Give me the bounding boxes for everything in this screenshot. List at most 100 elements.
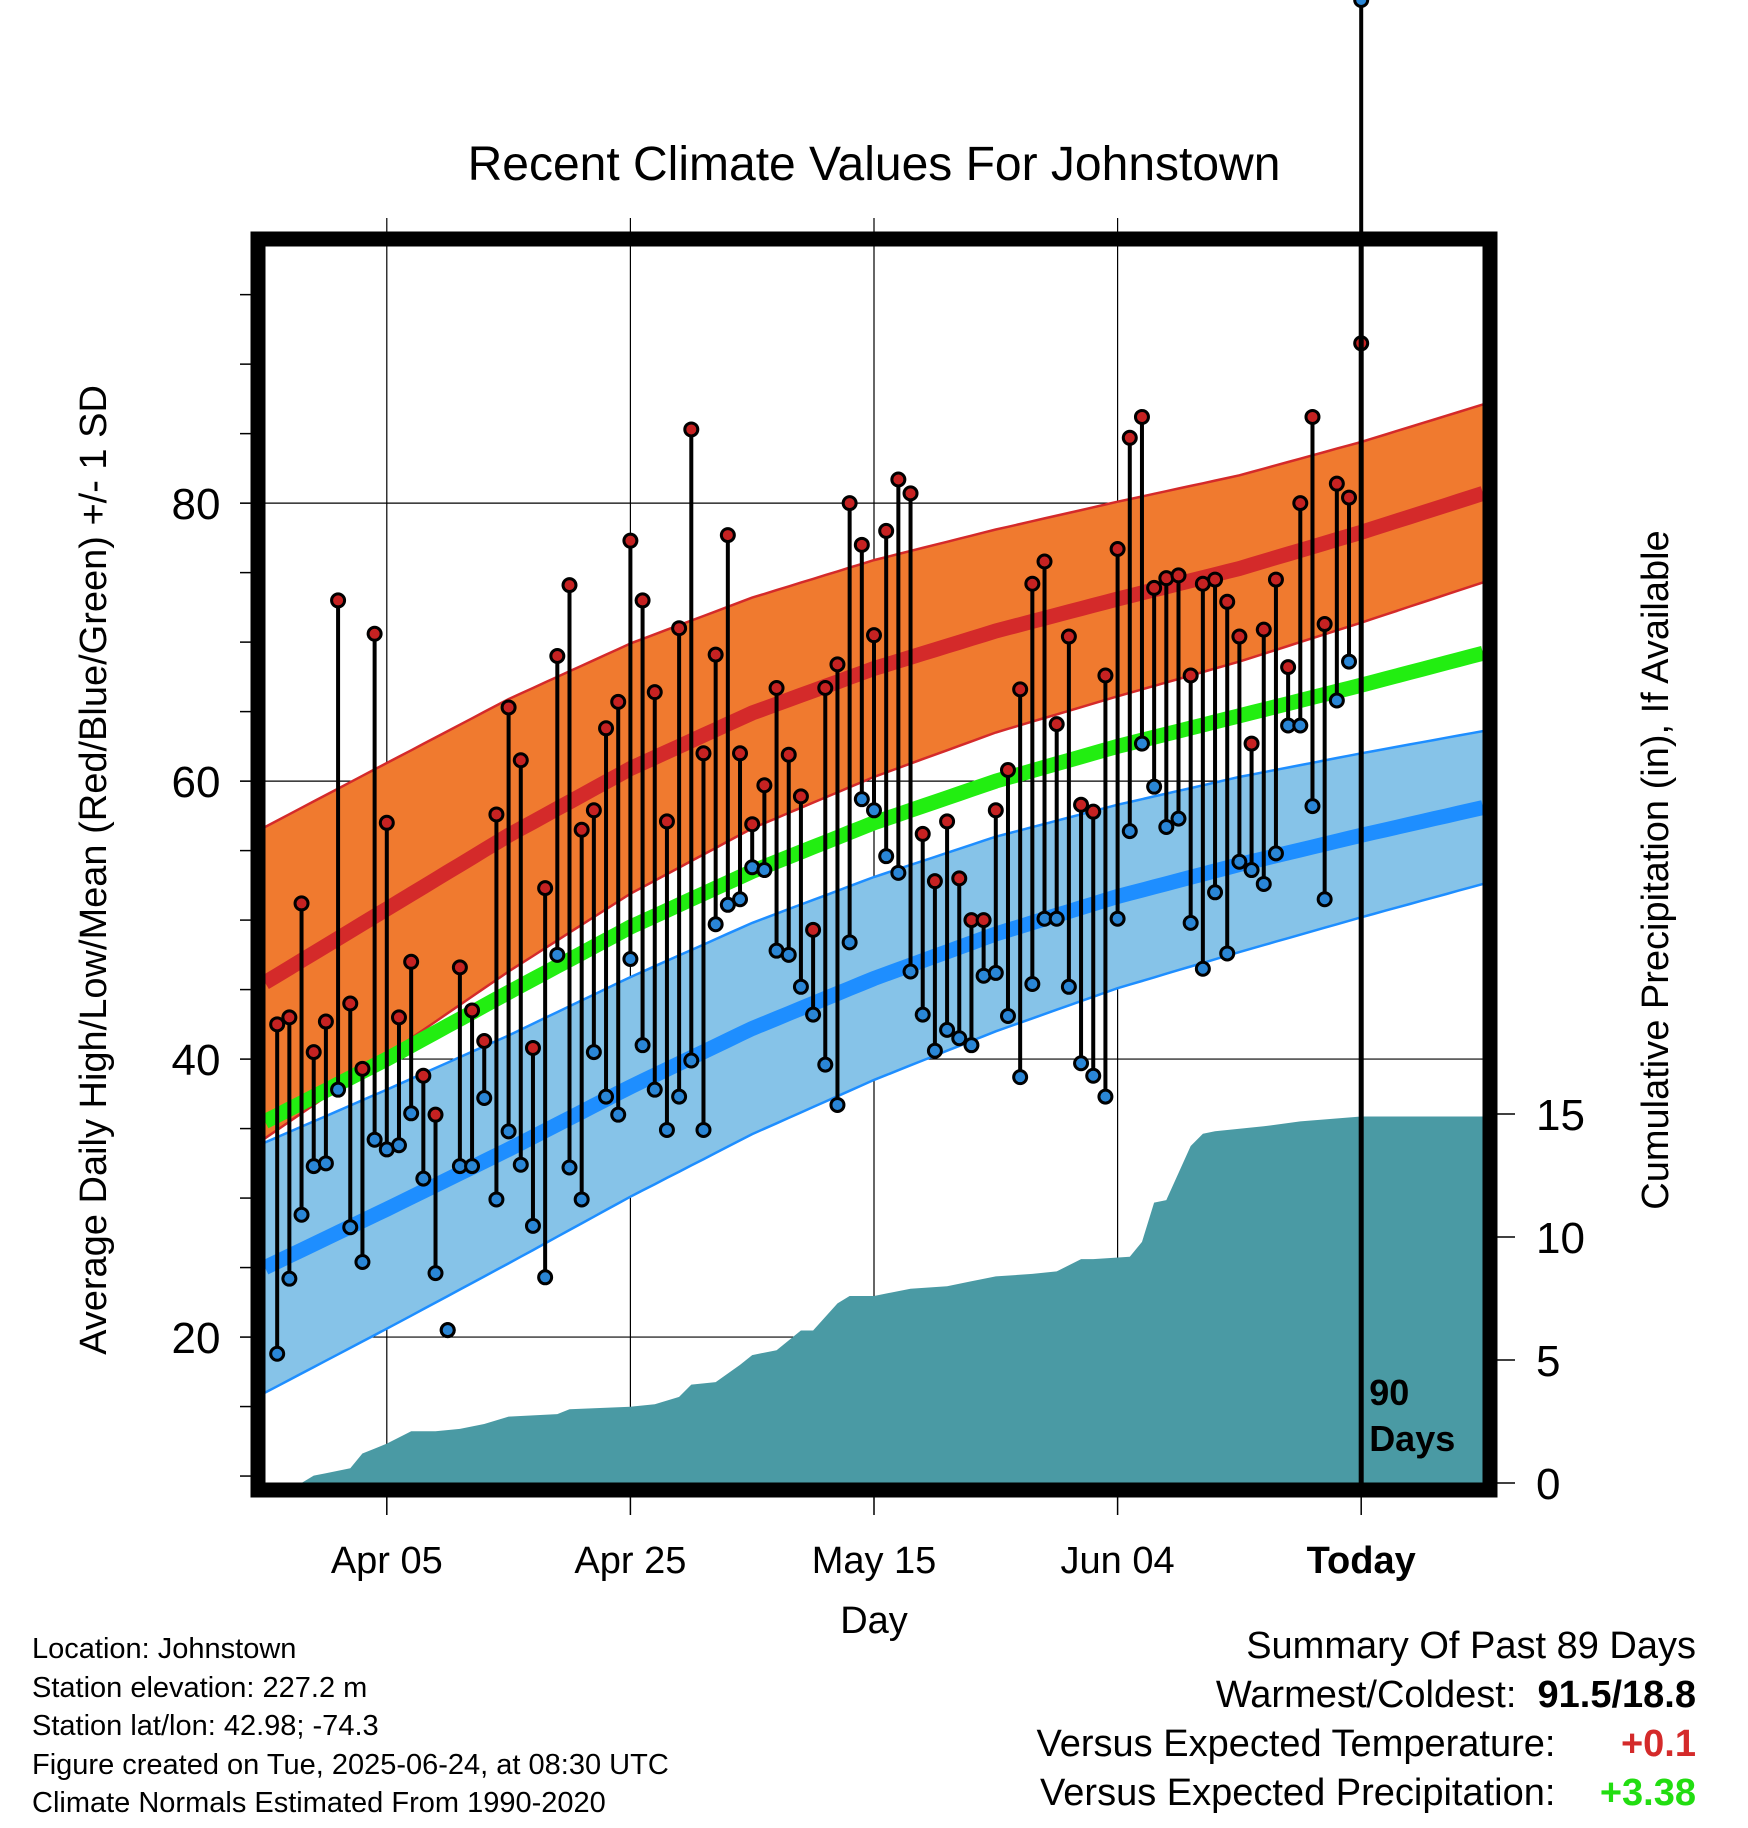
- daily-high-point: [768, 679, 785, 696]
- daily-low-point: [853, 791, 870, 808]
- daily-low-point: [610, 1106, 627, 1123]
- daily-high-point: [305, 1044, 322, 1061]
- daily-high-point: [427, 1106, 444, 1123]
- daily-high-point: [366, 625, 383, 642]
- daily-low-point: [1353, 0, 1370, 8]
- daily-high-point: [1133, 408, 1150, 425]
- daily-low-point: [476, 1090, 493, 1107]
- daily-low-point: [671, 1088, 688, 1105]
- temp-anomaly-row: Versus Expected Temperature: +0.1: [1037, 1720, 1696, 1769]
- daily-low-point: [683, 1052, 700, 1069]
- location-text: Location: Johnstown: [32, 1633, 297, 1665]
- daily-low-point: [342, 1219, 359, 1236]
- y-tick-label-left: 80: [172, 480, 221, 529]
- daily-low-point: [939, 1021, 956, 1038]
- daily-low-point: [1012, 1069, 1029, 1086]
- daily-low-point: [914, 1006, 931, 1023]
- daily-low-point: [658, 1121, 675, 1138]
- warm-cold-label: Warmest/Coldest:: [1215, 1674, 1517, 1716]
- daily-high-point: [1048, 716, 1065, 733]
- daily-high-point: [658, 813, 675, 830]
- daily-high-point: [805, 921, 822, 938]
- y-tick-label-right: 15: [1536, 1091, 1585, 1140]
- daily-low-point: [732, 891, 749, 908]
- daily-high-point: [1328, 475, 1345, 492]
- precip-anomaly-row: Versus Expected Precipitation: +3.38: [1037, 1769, 1696, 1818]
- daily-low-point: [1024, 976, 1041, 993]
- daily-low-point: [987, 964, 1004, 981]
- low-sd-band: [265, 731, 1483, 1393]
- daily-high-point: [890, 471, 907, 488]
- daily-high-point: [878, 522, 895, 539]
- summary-title: Summary Of Past 89 Days: [1246, 1625, 1696, 1667]
- daily-low-point: [1060, 978, 1077, 995]
- daily-low-point: [1255, 875, 1272, 892]
- daily-high-point: [585, 802, 602, 819]
- y-tick-label-left: 60: [172, 758, 221, 807]
- daily-low-point: [707, 916, 724, 933]
- daily-high-point: [1231, 628, 1248, 645]
- summary-panel: Summary Of Past 89 Days Warmest/Coldest:…: [1037, 1622, 1696, 1818]
- daily-low-point: [524, 1217, 541, 1234]
- station-info: Location: Johnstown Station elevation: 2…: [32, 1630, 669, 1823]
- daily-high-point: [281, 1009, 298, 1026]
- x-tick-label: May 15: [812, 1540, 937, 1582]
- latlon-text: Station lat/lon: 42.98; -74.3: [32, 1710, 379, 1742]
- daily-low-point: [561, 1159, 578, 1176]
- daily-low-point: [1243, 862, 1260, 879]
- daily-high-point: [317, 1013, 334, 1030]
- daily-low-point: [1048, 910, 1065, 927]
- daily-low-point: [622, 951, 639, 968]
- daily-high-point: [561, 577, 578, 594]
- daily-low-point: [756, 862, 773, 879]
- daily-low-point: [488, 1191, 505, 1208]
- daily-low-point: [293, 1206, 310, 1223]
- low-sd-lower-edge: [265, 882, 1483, 1394]
- daily-low-point: [500, 1123, 517, 1140]
- daily-low-point: [1316, 891, 1333, 908]
- precipitation-area: [265, 1116, 1483, 1483]
- daily-high-point: [293, 895, 310, 912]
- daily-low-point: [330, 1081, 347, 1098]
- daily-low-point: [403, 1105, 420, 1122]
- daily-low-point: [1085, 1067, 1102, 1084]
- daily-low-point: [1207, 884, 1224, 901]
- temp-anomaly-label: Versus Expected Temperature:: [1036, 1723, 1556, 1765]
- daily-high-point: [403, 953, 420, 970]
- y-tick-label-right: 0: [1536, 1460, 1560, 1509]
- daily-low-point: [926, 1042, 943, 1059]
- x-tick-label: Apr 25: [574, 1540, 686, 1582]
- daily-high-point: [1255, 621, 1272, 638]
- daily-temperature-marks: [269, 0, 1370, 1362]
- daily-low-point: [1304, 798, 1321, 815]
- daily-low-point: [1121, 823, 1138, 840]
- daily-low-point: [841, 934, 858, 951]
- daily-high-point: [1121, 429, 1138, 446]
- daily-low-point: [573, 1191, 590, 1208]
- x-tick-label: Apr 05: [331, 1540, 443, 1582]
- daily-high-point: [1341, 489, 1358, 506]
- daily-low-point: [1292, 717, 1309, 734]
- daily-low-point: [1267, 845, 1284, 862]
- daily-high-point: [330, 592, 347, 609]
- x-axis-label: Day: [840, 1600, 908, 1642]
- daily-high-point: [926, 873, 943, 890]
- today-marker: 90 Days: [1358, 246, 1455, 1483]
- y-tick-label-left: 40: [172, 1036, 221, 1085]
- daily-high-point: [1109, 540, 1126, 557]
- daily-high-point: [524, 1039, 541, 1056]
- daily-low-point: [1146, 778, 1163, 795]
- daily-low-point: [585, 1044, 602, 1061]
- elevation-text: Station elevation: 227.2 m: [32, 1671, 368, 1704]
- daily-high-point: [975, 912, 992, 929]
- today-days-number: 90: [1369, 1372, 1409, 1413]
- daily-high-point: [537, 880, 554, 897]
- daily-low-point: [598, 1088, 615, 1105]
- y-axis-label-right: Cumulative Precipitation (in), If Availa…: [1635, 530, 1677, 1209]
- daily-low-point: [1158, 818, 1175, 835]
- daily-low-point: [829, 1096, 846, 1113]
- daily-high-point: [1060, 628, 1077, 645]
- today-days-word: Days: [1369, 1418, 1455, 1459]
- daily-low-point: [512, 1156, 529, 1173]
- daily-high-point: [914, 825, 931, 842]
